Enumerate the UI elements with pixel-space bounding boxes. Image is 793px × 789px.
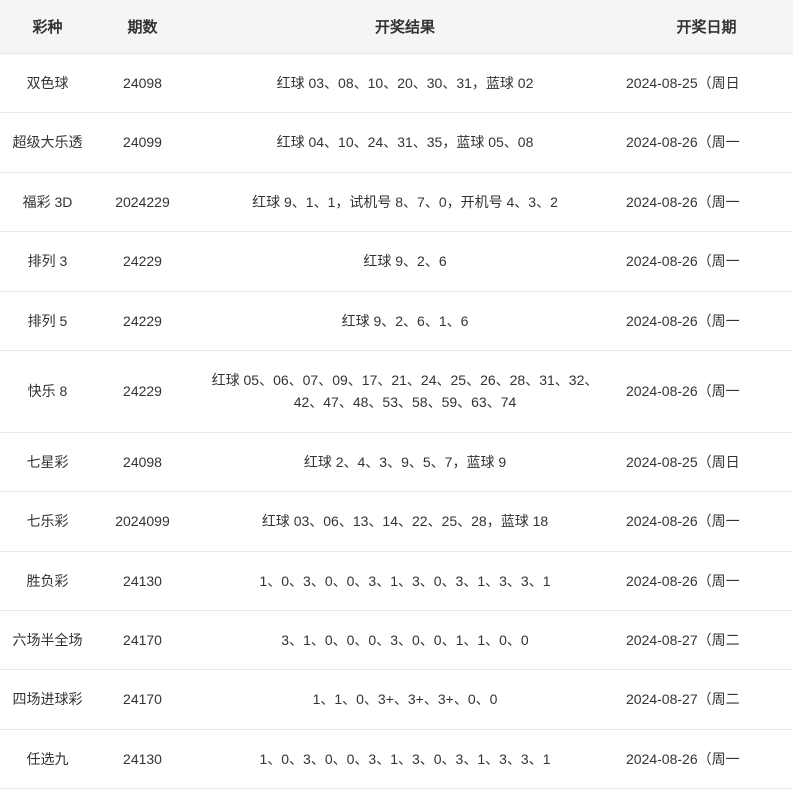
cell-result: 红球 9、2、6 [190,232,620,291]
table-row: 排列 324229红球 9、2、62024-08-26（周一 [0,232,793,291]
lottery-results-table-container: 彩种 期数 开奖结果 开奖日期 双色球24098红球 03、08、10、20、3… [0,0,793,789]
cell-result: 3、1、0、0、0、3、0、0、1、1、0、0 [190,610,620,669]
table-row: 七星彩24098红球 2、4、3、9、5、7，蓝球 92024-08-25（周日 [0,432,793,491]
cell-date: 2024-08-25（周日 [620,54,793,113]
cell-type: 福彩 3D [0,172,95,231]
table-row: 双色球24098红球 03、08、10、20、30、31，蓝球 022024-0… [0,54,793,113]
cell-type: 胜负彩 [0,551,95,610]
col-header-result: 开奖结果 [190,0,620,54]
lottery-results-table: 彩种 期数 开奖结果 开奖日期 双色球24098红球 03、08、10、20、3… [0,0,793,789]
cell-type: 排列 5 [0,291,95,350]
table-row: 六场半全场241703、1、0、0、0、3、0、0、1、1、0、02024-08… [0,610,793,669]
cell-date: 2024-08-27（周二 [620,670,793,729]
table-row: 快乐 824229红球 05、06、07、09、17、21、24、25、26、2… [0,350,793,432]
cell-issue: 24098 [95,432,190,491]
cell-issue: 24170 [95,610,190,669]
cell-result: 红球 03、06、13、14、22、25、28，蓝球 18 [190,492,620,551]
cell-issue: 24099 [95,113,190,172]
cell-type: 排列 3 [0,232,95,291]
cell-issue: 24098 [95,54,190,113]
cell-date: 2024-08-25（周日 [620,432,793,491]
cell-type: 双色球 [0,54,95,113]
cell-type: 七乐彩 [0,492,95,551]
cell-date: 2024-08-26（周一 [620,172,793,231]
cell-type: 快乐 8 [0,350,95,432]
table-row: 排列 524229红球 9、2、6、1、62024-08-26（周一 [0,291,793,350]
cell-date: 2024-08-26（周一 [620,492,793,551]
cell-date: 2024-08-26（周一 [620,113,793,172]
table-row: 七乐彩2024099红球 03、06、13、14、22、25、28，蓝球 182… [0,492,793,551]
cell-result: 红球 2、4、3、9、5、7，蓝球 9 [190,432,620,491]
cell-type: 七星彩 [0,432,95,491]
cell-issue: 2024099 [95,492,190,551]
cell-result: 1、1、0、3+、3+、3+、0、0 [190,670,620,729]
cell-type: 四场进球彩 [0,670,95,729]
cell-result: 红球 04、10、24、31、35，蓝球 05、08 [190,113,620,172]
cell-result: 红球 05、06、07、09、17、21、24、25、26、28、31、32、4… [190,350,620,432]
cell-result: 红球 9、2、6、1、6 [190,291,620,350]
cell-issue: 24130 [95,729,190,788]
table-row: 超级大乐透24099红球 04、10、24、31、35，蓝球 05、082024… [0,113,793,172]
table-row: 胜负彩241301、0、3、0、0、3、1、3、0、3、1、3、3、12024-… [0,551,793,610]
cell-issue: 24130 [95,551,190,610]
table-row: 四场进球彩241701、1、0、3+、3+、3+、0、02024-08-27（周… [0,670,793,729]
cell-issue: 24170 [95,670,190,729]
cell-date: 2024-08-26（周一 [620,291,793,350]
cell-issue: 2024229 [95,172,190,231]
cell-type: 六场半全场 [0,610,95,669]
cell-result: 1、0、3、0、0、3、1、3、0、3、1、3、3、1 [190,729,620,788]
cell-result: 1、0、3、0、0、3、1、3、0、3、1、3、3、1 [190,551,620,610]
cell-result: 红球 03、08、10、20、30、31，蓝球 02 [190,54,620,113]
cell-date: 2024-08-26（周一 [620,729,793,788]
cell-date: 2024-08-27（周二 [620,610,793,669]
cell-issue: 24229 [95,291,190,350]
col-header-type: 彩种 [0,0,95,54]
table-header-row: 彩种 期数 开奖结果 开奖日期 [0,0,793,54]
cell-issue: 24229 [95,232,190,291]
cell-type: 任选九 [0,729,95,788]
cell-date: 2024-08-26（周一 [620,551,793,610]
cell-type: 超级大乐透 [0,113,95,172]
cell-result: 红球 9、1、1，试机号 8、7、0，开机号 4、3、2 [190,172,620,231]
col-header-date: 开奖日期 [620,0,793,54]
table-body: 双色球24098红球 03、08、10、20、30、31，蓝球 022024-0… [0,54,793,789]
col-header-issue: 期数 [95,0,190,54]
cell-date: 2024-08-26（周一 [620,232,793,291]
cell-date: 2024-08-26（周一 [620,350,793,432]
cell-issue: 24229 [95,350,190,432]
table-row: 任选九241301、0、3、0、0、3、1、3、0、3、1、3、3、12024-… [0,729,793,788]
table-row: 福彩 3D2024229红球 9、1、1，试机号 8、7、0，开机号 4、3、2… [0,172,793,231]
